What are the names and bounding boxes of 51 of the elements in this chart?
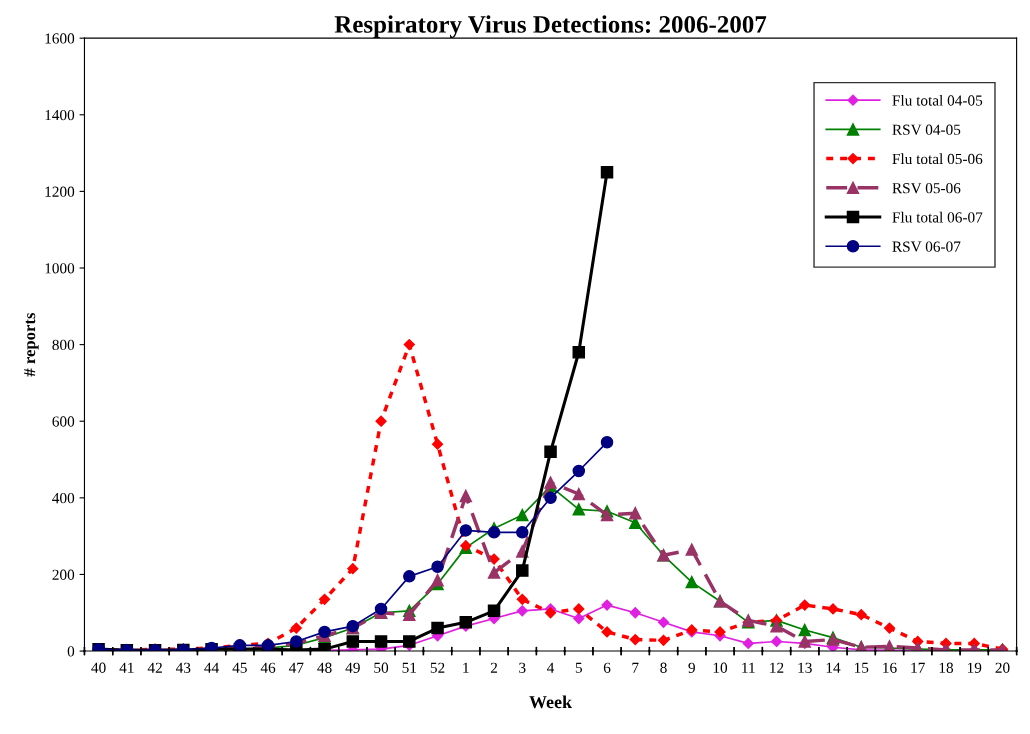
x-tick-label: 13 <box>798 662 812 673</box>
x-tick-label: 6 <box>603 662 611 673</box>
x-tick-label: 5 <box>575 662 582 673</box>
legend-label: Flu total 05-06 <box>892 153 983 165</box>
x-tick-label: 2 <box>490 662 498 673</box>
x-tick-label: 20 <box>995 662 1010 673</box>
x-tick-label: 4 <box>547 662 555 673</box>
x-tick-label: 42 <box>147 662 162 673</box>
legend-label: Flu total 04-05 <box>892 94 983 106</box>
y-tick-label: 800 <box>52 339 75 351</box>
legend-label: RSV 04-05 <box>892 124 961 135</box>
x-tick-label: 40 <box>91 662 106 673</box>
x-tick-label: 15 <box>854 662 869 673</box>
x-tick-label: 8 <box>660 662 667 673</box>
x-tick-label: 7 <box>632 662 639 673</box>
legend-label: RSV 06-07 <box>892 241 961 252</box>
chart-title: Respiratory Virus Detections: 2006-2007 <box>334 15 767 39</box>
x-tick-label: 12 <box>770 662 784 673</box>
x-tick-label: 46 <box>260 662 276 673</box>
x-tick-label: 50 <box>374 662 389 673</box>
x-tick-label: 10 <box>713 662 728 673</box>
y-tick-label: 1000 <box>45 263 75 274</box>
y-tick-label: 1200 <box>45 186 75 197</box>
x-tick-label: 16 <box>883 662 897 673</box>
x-tick-label: 11 <box>742 662 755 673</box>
x-tick-label: 9 <box>688 662 695 673</box>
y-axis-title: # reports <box>24 313 39 377</box>
y-tick-label: 200 <box>52 569 75 580</box>
x-tick-label: 48 <box>317 662 332 673</box>
x-tick-label: 49 <box>345 662 360 673</box>
y-tick-label: 1400 <box>45 109 75 121</box>
x-tick-label: 45 <box>232 662 247 673</box>
y-tick-label: 0 <box>67 646 75 657</box>
x-tick-label: 18 <box>939 662 954 673</box>
y-tick-label: 1600 <box>45 33 75 44</box>
x-tick-label: 52 <box>430 662 445 673</box>
x-tick-label: 47 <box>288 662 304 673</box>
legend-label: Flu total 06-07 <box>892 211 983 223</box>
x-tick-label: 17 <box>911 662 925 673</box>
x-tick-label: 14 <box>826 662 841 673</box>
x-axis-title: Week <box>529 695 573 709</box>
legend-label: RSV 05-06 <box>892 183 961 194</box>
x-tick-label: 51 <box>402 662 417 673</box>
y-tick-label: 400 <box>52 492 75 504</box>
x-tick-label: 44 <box>204 662 219 673</box>
x-tick-label: 19 <box>967 662 982 673</box>
x-tick-label: 41 <box>119 662 134 673</box>
x-tick-label: 1 <box>463 662 469 673</box>
x-tick-label: 3 <box>519 662 526 673</box>
y-tick-label: 600 <box>52 416 75 427</box>
x-tick-label: 43 <box>175 662 191 673</box>
